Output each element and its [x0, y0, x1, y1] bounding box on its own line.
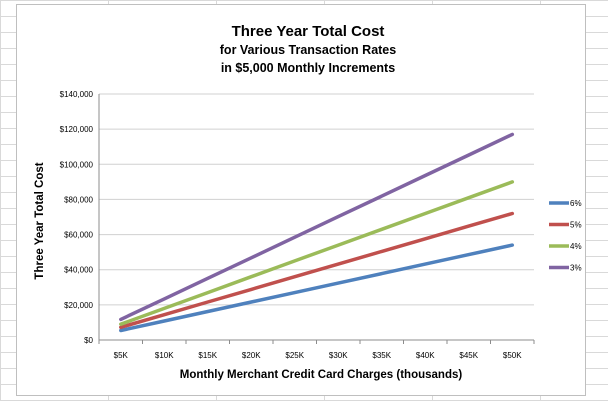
chart-subtitle-line-2: in $5,000 Monthly Increments — [221, 61, 395, 75]
chart-container[interactable]: Three Year Total Cost for Various Transa… — [16, 4, 586, 396]
y-tick-label: $40,000 — [64, 266, 93, 275]
series-line-4pct — [119, 180, 515, 326]
legend-label: 3% — [570, 264, 582, 273]
x-axis-title: Monthly Merchant Credit Card Charges (th… — [180, 369, 463, 381]
chart-canvas: Three Year Total Cost for Various Transa… — [34, 23, 582, 381]
chart-title: Three Year Total Cost — [232, 23, 385, 40]
legend-label: 5% — [570, 221, 582, 230]
y-tick-label: $80,000 — [64, 195, 93, 204]
series-line-3pct — [119, 132, 515, 322]
legend-item[interactable]: 3% — [549, 264, 582, 273]
y-tick-label: $100,000 — [60, 160, 94, 169]
y-tick-label: $20,000 — [64, 301, 93, 310]
y-tick-label: $60,000 — [64, 231, 93, 240]
y-tick-label: $0 — [84, 336, 93, 345]
series-line-6pct — [119, 243, 515, 333]
x-tick-label: $30K — [329, 351, 348, 360]
y-axis-tick-labels: $0 $20,000 $40,000 $60,000 $80,000 $100,000 $1… — [60, 90, 94, 345]
data-series-lines — [119, 132, 515, 333]
x-tick-label: $10K — [155, 351, 174, 360]
y-tick-label: $140,000 — [60, 90, 94, 99]
x-tick-label: $5K — [114, 351, 129, 360]
series-line-5pct — [119, 211, 515, 330]
legend-item[interactable]: 6% — [549, 199, 582, 208]
y-axis-title: Three Year Total Cost — [34, 162, 46, 279]
x-tick-label: $15K — [198, 351, 217, 360]
legend-item[interactable]: 5% — [549, 221, 582, 230]
x-tick-label: $40K — [416, 351, 435, 360]
x-tick-label: $20K — [242, 351, 261, 360]
x-tick-label: $50K — [503, 351, 522, 360]
legend-label: 6% — [570, 199, 582, 208]
chart-subtitle-line-1: for Various Transaction Rates — [220, 43, 396, 57]
x-tick-label: $25K — [285, 351, 304, 360]
legend-label: 4% — [570, 242, 582, 251]
y-tick-label: $120,000 — [60, 125, 94, 134]
legend-item[interactable]: 4% — [549, 242, 582, 251]
legend[interactable]: 6% 5% 4% 3% — [549, 199, 582, 273]
x-tick-label: $35K — [372, 351, 391, 360]
x-axis-tick-labels: $5K $10K $15K $20K $25K $30K $35K $40K $45K $50K — [114, 351, 523, 360]
x-tick-label: $45K — [459, 351, 478, 360]
plot-axes — [98, 94, 535, 344]
